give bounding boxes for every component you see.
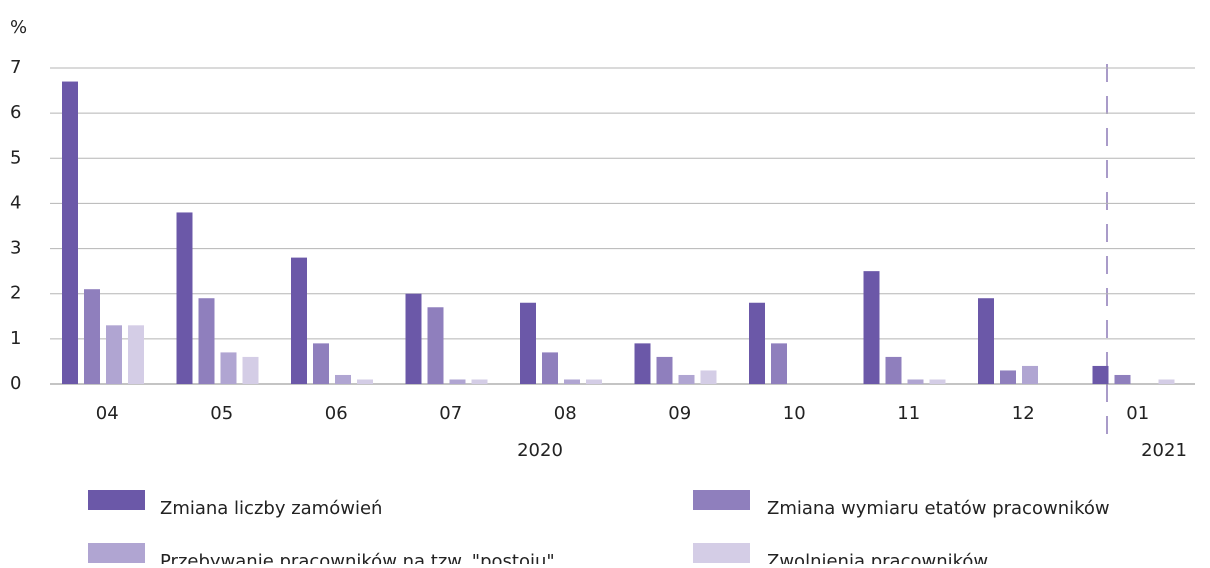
x-tick-label: 07 [439, 403, 462, 424]
bar [220, 352, 237, 384]
x-tick-label: 01 [1126, 403, 1149, 424]
bar [656, 356, 673, 384]
bar [198, 298, 215, 384]
bar [357, 379, 373, 384]
bar [449, 379, 466, 384]
bar [771, 343, 787, 384]
bar [427, 307, 444, 384]
legend-label: Zwolnienia pracowników [767, 551, 988, 564]
bar [885, 356, 902, 384]
bar [291, 257, 307, 384]
bar [863, 271, 880, 384]
y-tick-label: 7 [10, 57, 21, 78]
x-tick-label: 06 [325, 403, 348, 424]
legend-label: Przebywanie pracowników na tzw. "postoju… [160, 551, 555, 564]
legend-swatch [88, 543, 145, 563]
bar [634, 343, 651, 384]
bar [520, 302, 536, 384]
bar [907, 379, 924, 384]
bar [62, 81, 78, 385]
legend-swatch [693, 490, 750, 510]
year-label: 2021 [1141, 440, 1187, 461]
bar [1000, 370, 1016, 384]
bar [128, 325, 144, 384]
y-tick-label: 5 [10, 147, 21, 168]
bar [700, 370, 717, 384]
y-tick-label: 6 [10, 102, 21, 123]
bar [542, 352, 558, 384]
y-tick-label: 2 [10, 283, 21, 304]
bar [978, 298, 994, 384]
x-tick-label: 04 [96, 403, 119, 424]
x-tick-label: 11 [897, 403, 920, 424]
legend-swatch [88, 490, 145, 510]
x-tick-label: 08 [554, 403, 577, 424]
bar [749, 302, 765, 384]
bar [1114, 374, 1131, 384]
y-tick-label: 1 [10, 328, 21, 349]
year-label: 2020 [517, 440, 563, 461]
legend-label: Zmiana liczby zamówień [160, 498, 382, 519]
bar [564, 379, 580, 384]
bar [84, 289, 100, 384]
y-tick-label: 0 [10, 373, 21, 394]
y-axis-label: % [10, 17, 27, 38]
bar [313, 343, 329, 384]
bar [586, 379, 602, 384]
y-tick-label: 4 [10, 192, 21, 213]
bar [405, 293, 422, 384]
legend-label: Zmiana wymiaru etatów pracowników [767, 498, 1110, 519]
bar [335, 374, 351, 384]
x-tick-label: 12 [1012, 403, 1035, 424]
bar [242, 356, 259, 384]
x-tick-label: 09 [668, 403, 691, 424]
y-tick-label: 3 [10, 238, 21, 259]
bar [176, 212, 193, 384]
x-tick-label: 05 [210, 403, 233, 424]
bar [929, 379, 946, 384]
x-tick-label: 10 [783, 403, 806, 424]
bar [1022, 365, 1038, 384]
bar [1092, 365, 1109, 384]
bar [471, 379, 488, 384]
bar [106, 325, 122, 384]
bar [1158, 379, 1175, 384]
bar [678, 374, 695, 384]
legend-swatch [693, 543, 750, 563]
